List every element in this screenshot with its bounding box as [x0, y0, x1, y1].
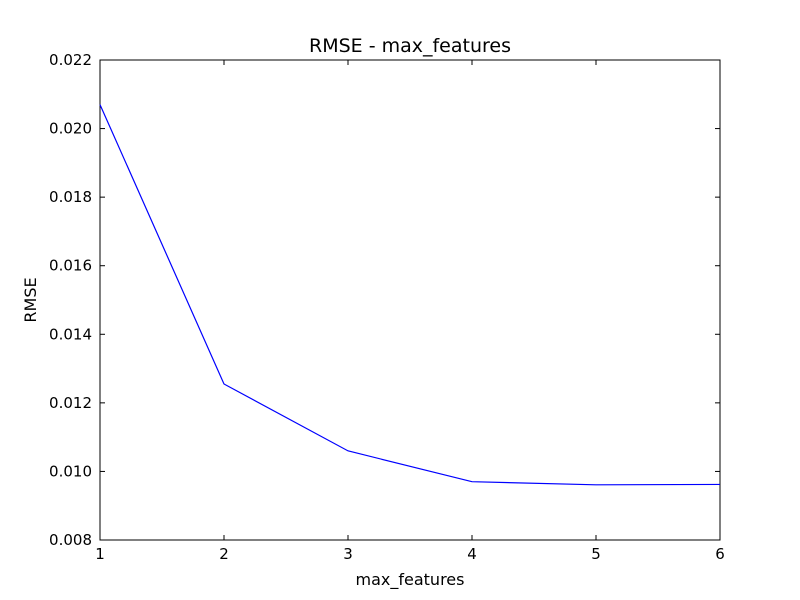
y-axis-label: RMSE: [21, 277, 40, 322]
y-tick-label: 0.014: [49, 325, 92, 343]
x-tick-label: 3: [343, 545, 353, 563]
x-axis-ticks: 1 2 3 4 5 6: [95, 60, 725, 563]
series-line: [99, 104, 721, 486]
y-tick-label: 0.010: [49, 462, 92, 480]
plot-area: 0.008 0.010 0.012 0.014 0.016 0.018 0.020 0.022…: [49, 51, 725, 563]
y-axis-ticks: 0.008 0.010 0.012 0.014 0.016 0.018 0.020 0.022: [49, 51, 720, 549]
x-tick-label: 2: [219, 545, 229, 563]
x-tick-label: 5: [591, 545, 601, 563]
y-tick-label: 0.012: [49, 394, 92, 412]
y-tick-label: 0.022: [49, 51, 92, 69]
x-axis-label: max_features: [356, 570, 465, 590]
y-tick-label: 0.020: [49, 120, 92, 138]
plot-frame: [99, 59, 721, 541]
series-layer: [99, 104, 721, 486]
x-tick-label: 4: [467, 545, 477, 563]
chart-title: RMSE - max_features: [309, 35, 511, 57]
x-tick-label: 6: [715, 545, 725, 563]
x-tick-label: 1: [95, 545, 105, 563]
y-tick-label: 0.016: [49, 257, 92, 275]
y-tick-label: 0.018: [49, 188, 92, 206]
y-tick-label: 0.008: [49, 531, 92, 549]
